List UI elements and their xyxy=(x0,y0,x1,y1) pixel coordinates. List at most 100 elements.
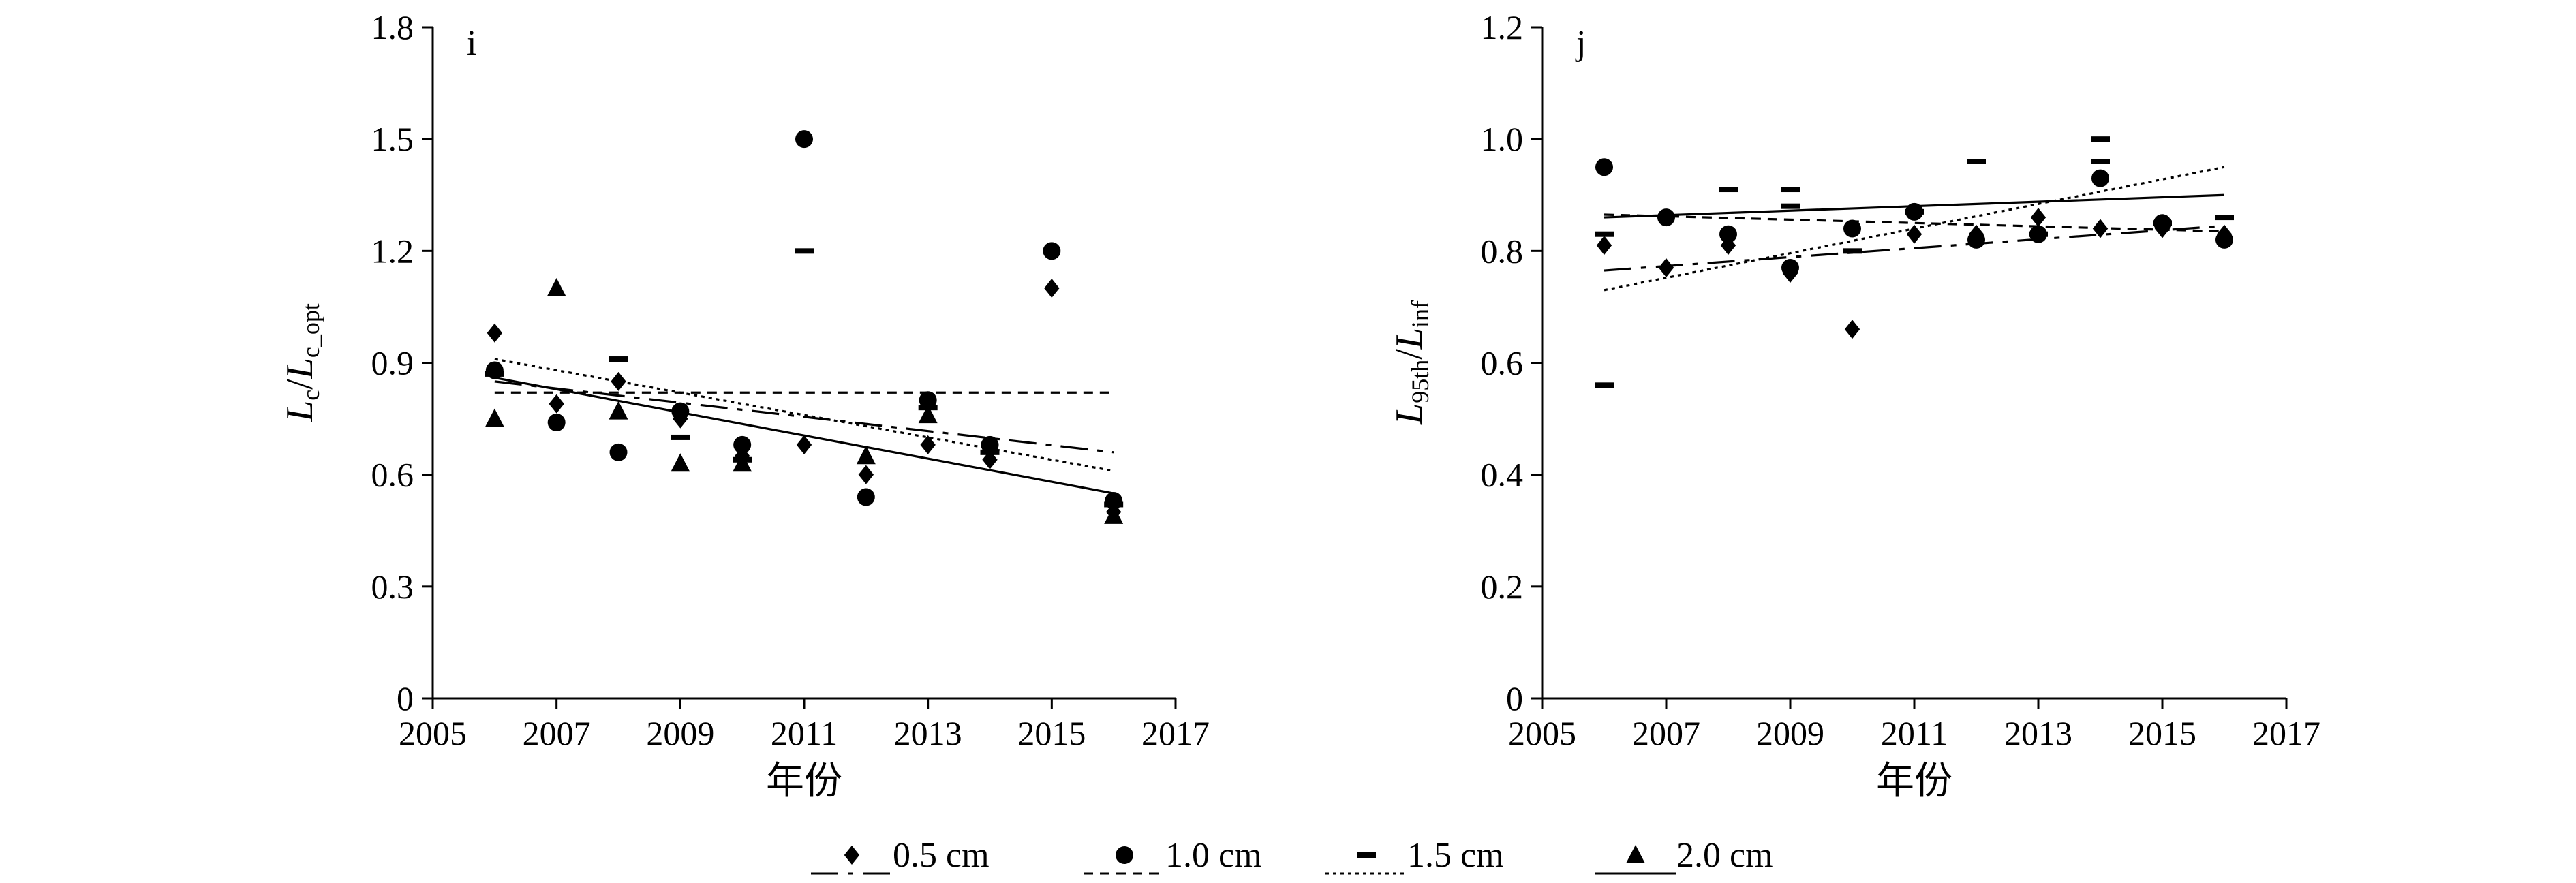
x-tick-label: 2007 xyxy=(1632,714,1700,752)
data-point xyxy=(1104,501,1124,508)
data-point xyxy=(2091,169,2109,187)
legend-marker xyxy=(1116,846,1133,864)
x-tick-label: 2005 xyxy=(1508,714,1576,752)
data-point xyxy=(795,130,813,149)
y-axis-title-den-sub: c_opt xyxy=(297,303,324,358)
y-axis-title-den: L xyxy=(279,358,321,379)
y-axis-title-main-sub: 95th xyxy=(1407,360,1434,403)
y-tick-label: 0 xyxy=(397,679,414,717)
data-point xyxy=(2091,159,2110,164)
legend-label: 1.0 cm xyxy=(1165,836,1262,875)
data-point xyxy=(858,465,874,484)
data-point xyxy=(1043,242,1061,260)
series-points xyxy=(487,279,1122,522)
data-point xyxy=(671,402,690,420)
y-axis-title-main: L xyxy=(1388,403,1430,425)
data-point xyxy=(1967,159,1986,164)
x-axis-title: 年份 xyxy=(766,760,842,803)
series-points xyxy=(1595,158,2233,277)
x-axis-title: 年份 xyxy=(1876,760,1952,803)
panel-label: j xyxy=(1575,24,1586,63)
x-tick-label: 2007 xyxy=(523,714,591,752)
data-point xyxy=(1104,505,1124,524)
data-point xyxy=(733,435,752,454)
data-point xyxy=(980,449,1000,455)
legend-label: 2.0 cm xyxy=(1676,836,1773,875)
data-point xyxy=(487,323,503,343)
x-tick-label: 2017 xyxy=(1141,714,1210,752)
chart-panel-i: 0 0.3 0.6 0.9 1.2 1.5 1.8 2005 2007 2009 2011 2013 2… xyxy=(279,8,1210,803)
series-points xyxy=(1595,136,2234,388)
trend-line xyxy=(1604,213,2225,233)
data-point xyxy=(1719,225,1737,243)
y-axis-title-den: L xyxy=(1388,328,1430,350)
data-point xyxy=(485,408,504,427)
data-point xyxy=(2215,215,2234,221)
data-point xyxy=(1595,158,1613,176)
y-tick-label: 0.8 xyxy=(1481,232,1524,270)
y-tick-label: 0.6 xyxy=(371,456,414,494)
data-point xyxy=(1658,258,1674,277)
panel-label: i xyxy=(467,24,476,63)
x-tick-label: 2011 xyxy=(1881,714,1948,752)
y-axis-title-main: L xyxy=(279,401,321,422)
data-point xyxy=(1596,236,1612,255)
y-axis-title: L95th/Linf xyxy=(1388,300,1434,425)
y-axis-title-slash: / xyxy=(1388,349,1430,360)
data-point xyxy=(2030,208,2046,228)
x-tick-label: 2013 xyxy=(2004,714,2072,752)
data-point xyxy=(1720,236,1736,255)
data-point xyxy=(1657,208,1675,227)
data-point xyxy=(981,435,999,454)
data-point xyxy=(1906,224,1922,244)
y-tick-label: 0.3 xyxy=(371,568,414,606)
legend-label: 0.5 cm xyxy=(893,836,990,875)
legend-marker xyxy=(844,846,860,865)
legend-label: 1.5 cm xyxy=(1407,836,1504,875)
data-point xyxy=(733,453,752,472)
data-point xyxy=(671,453,690,472)
data-point xyxy=(857,488,875,506)
data-point xyxy=(1844,320,1860,339)
y-tick-label: 0.4 xyxy=(1481,456,1524,494)
y-axis-title-den-sub: inf xyxy=(1407,300,1434,328)
trend-line xyxy=(1604,224,2225,272)
data-point xyxy=(2153,220,2172,226)
legend-item: 1.0 cm xyxy=(1084,836,1262,875)
data-point xyxy=(1905,208,1924,215)
y-tick-label: 0.6 xyxy=(1481,344,1524,382)
chart-panel-j: 0 0.2 0.4 0.6 0.8 1.0 1.2 2005 2007 2009 2011 2013 2… xyxy=(1388,8,2320,803)
data-point xyxy=(1044,279,1060,298)
data-point xyxy=(1781,258,1799,277)
x-tick-label: 2013 xyxy=(894,714,962,752)
y-tick-label: 1.8 xyxy=(371,8,414,46)
x-tick-label: 2009 xyxy=(646,714,714,752)
data-point xyxy=(611,371,626,391)
data-point xyxy=(856,446,876,465)
data-point xyxy=(2091,136,2110,142)
data-point xyxy=(485,371,504,377)
data-point xyxy=(609,401,628,420)
legend-item: 0.5 cm xyxy=(811,836,990,875)
data-point xyxy=(2029,231,2048,237)
data-point xyxy=(549,394,564,414)
data-point xyxy=(609,443,628,461)
x-tick-label: 2005 xyxy=(399,714,467,752)
data-point xyxy=(1967,230,1985,249)
y-axis-title-main-sub: c xyxy=(297,390,324,401)
data-point xyxy=(1719,187,1738,193)
legend-item: 2.0 cm xyxy=(1595,836,1773,875)
legend: 0.5 cm 1.0 cm 1.5 cm 2.0 cm xyxy=(811,836,1773,875)
y-tick-label: 1.0 xyxy=(1481,120,1524,158)
x-tick-label: 2017 xyxy=(2252,714,2320,752)
y-tick-label: 0 xyxy=(1506,679,1523,717)
data-point xyxy=(609,356,628,362)
x-tick-label: 2009 xyxy=(1756,714,1824,752)
data-point xyxy=(1595,382,1614,388)
data-point xyxy=(547,414,566,432)
x-tick-label: 2015 xyxy=(2128,714,2196,752)
legend-item: 1.5 cm xyxy=(1325,836,1504,875)
y-tick-label: 0.2 xyxy=(1481,568,1524,606)
data-point xyxy=(795,248,814,254)
